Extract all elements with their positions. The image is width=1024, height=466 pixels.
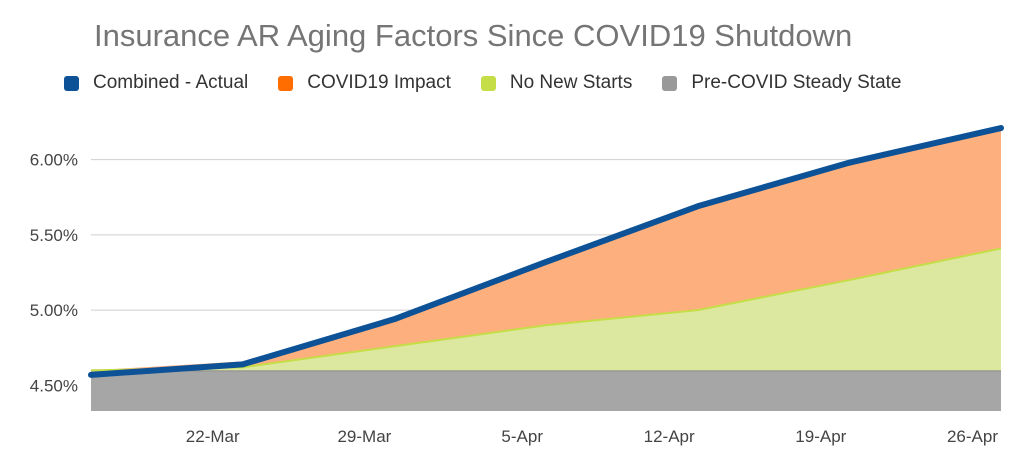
legend-label-combined-actual: Combined - Actual	[93, 72, 249, 93]
point-combined-actual	[88, 372, 94, 378]
x-tick-label: 19-Apr	[795, 427, 846, 446]
x-tick-label: 29-Mar	[337, 427, 391, 446]
point-combined-actual	[240, 361, 246, 367]
x-tick-label: 26-Apr	[947, 427, 998, 446]
legend-item-pre-covid-steady-state[interactable]: Pre-COVID Steady State	[662, 72, 902, 94]
y-tick-label: 4.50%	[30, 376, 78, 395]
x-tick-label: 5-Apr	[501, 427, 543, 446]
point-combined-actual	[998, 125, 1004, 131]
area-no-new-starts	[91, 248, 1001, 371]
point-combined-actual	[846, 160, 852, 166]
area-covid19-impact	[91, 128, 1001, 371]
legend-label-no-new-starts: No New Starts	[509, 72, 633, 93]
line-no-new-starts	[90, 247, 1002, 372]
y-tick-label: 5.50%	[30, 226, 78, 245]
line-layer	[88, 125, 1004, 378]
y-tick-label: 5.00%	[30, 301, 78, 320]
chart-legend: Combined - Actual COVID19 Impact No New …	[64, 70, 932, 96]
area-pre-covid-steady-state	[91, 370, 1001, 411]
legend-swatch-covid19-impact	[278, 75, 294, 91]
legend-swatch-combined-actual	[64, 75, 79, 91]
legend-swatch-pre-covid-steady-state	[662, 75, 678, 91]
legend-label-pre-covid-steady-state: Pre-COVID Steady State	[691, 72, 902, 93]
legend-item-no-new-starts[interactable]: No New Starts	[480, 72, 633, 94]
point-combined-actual	[543, 259, 549, 265]
x-tick-label: 22-Mar	[186, 427, 240, 446]
x-tick-label: 12-Apr	[644, 427, 695, 446]
area-layer	[90, 128, 1002, 411]
y-tick-label: 6.00%	[30, 151, 78, 170]
point-combined-actual	[391, 316, 397, 322]
point-combined-actual	[695, 203, 701, 209]
legend-item-combined-actual[interactable]: Combined - Actual	[64, 72, 248, 94]
legend-label-covid19-impact: COVID19 Impact	[307, 72, 451, 93]
chart-title: Insurance AR Aging Factors Since COVID19…	[94, 18, 853, 53]
legend-swatch-no-new-starts	[480, 75, 496, 91]
axis-layer: 4.50% 5.00% 5.50% 6.00% 22-Mar 29-Mar 5-Apr 12-…	[30, 151, 999, 446]
legend-item-covid19-impact[interactable]: COVID19 Impact	[278, 72, 451, 94]
